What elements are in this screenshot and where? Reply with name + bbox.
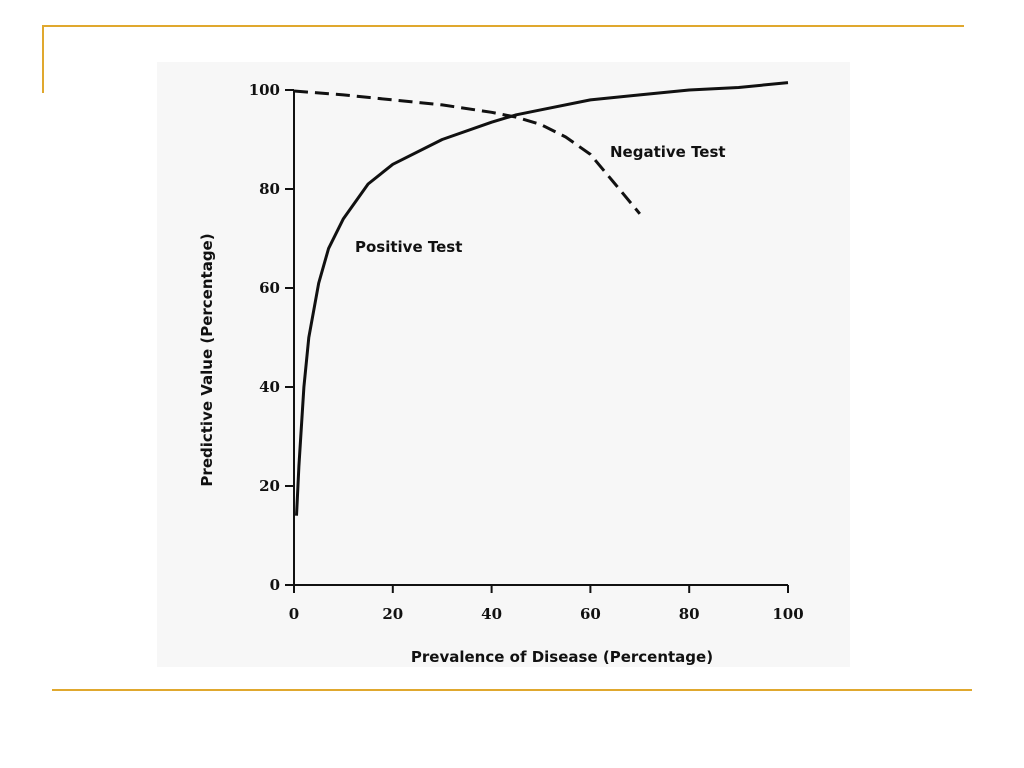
x-tick-label: 0 xyxy=(289,605,299,623)
negative-test-curve xyxy=(293,89,641,215)
x-tick-label: 60 xyxy=(580,605,601,623)
y-tick-label: 80 xyxy=(259,180,280,198)
x-tick-label: 20 xyxy=(382,605,403,623)
y-tick-label: 100 xyxy=(249,81,280,99)
chart-background xyxy=(157,62,850,667)
series-layer xyxy=(293,81,789,516)
y-tick-label: 20 xyxy=(259,477,280,495)
x-tick-label: 100 xyxy=(772,605,803,623)
y-axis-title: Predictive Value (Percentage) xyxy=(198,233,216,486)
positive-test-curve-label: Positive Test xyxy=(355,238,462,256)
x-axis-title: Prevalence of Disease (Percentage) xyxy=(411,648,713,666)
x-tick-label: 80 xyxy=(679,605,700,623)
y-tick-label: 60 xyxy=(259,279,280,297)
y-tick-label: 40 xyxy=(259,378,280,396)
positive-test-curve xyxy=(295,81,789,516)
x-tick-label: 40 xyxy=(481,605,502,623)
accent-rule-bottom xyxy=(52,689,972,691)
accent-rule-left xyxy=(42,25,44,93)
y-axis-ticks: 0 20 40 60 80 100 xyxy=(249,81,294,594)
negative-test-curve-label: Negative Test xyxy=(610,143,726,161)
chart-figure: 0 20 40 60 80 100 0 20 40 60 80 100 Negative Test … xyxy=(157,62,850,667)
x-axis-ticks: 0 20 40 60 80 100 xyxy=(289,585,804,623)
y-tick-label: 0 xyxy=(270,576,280,594)
accent-rule-top xyxy=(42,25,964,27)
